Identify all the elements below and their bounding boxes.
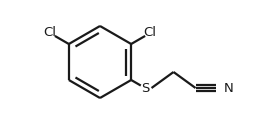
Text: N: N (224, 82, 233, 95)
Text: S: S (141, 82, 149, 95)
Text: Cl: Cl (43, 27, 56, 40)
Text: Cl: Cl (144, 27, 157, 40)
